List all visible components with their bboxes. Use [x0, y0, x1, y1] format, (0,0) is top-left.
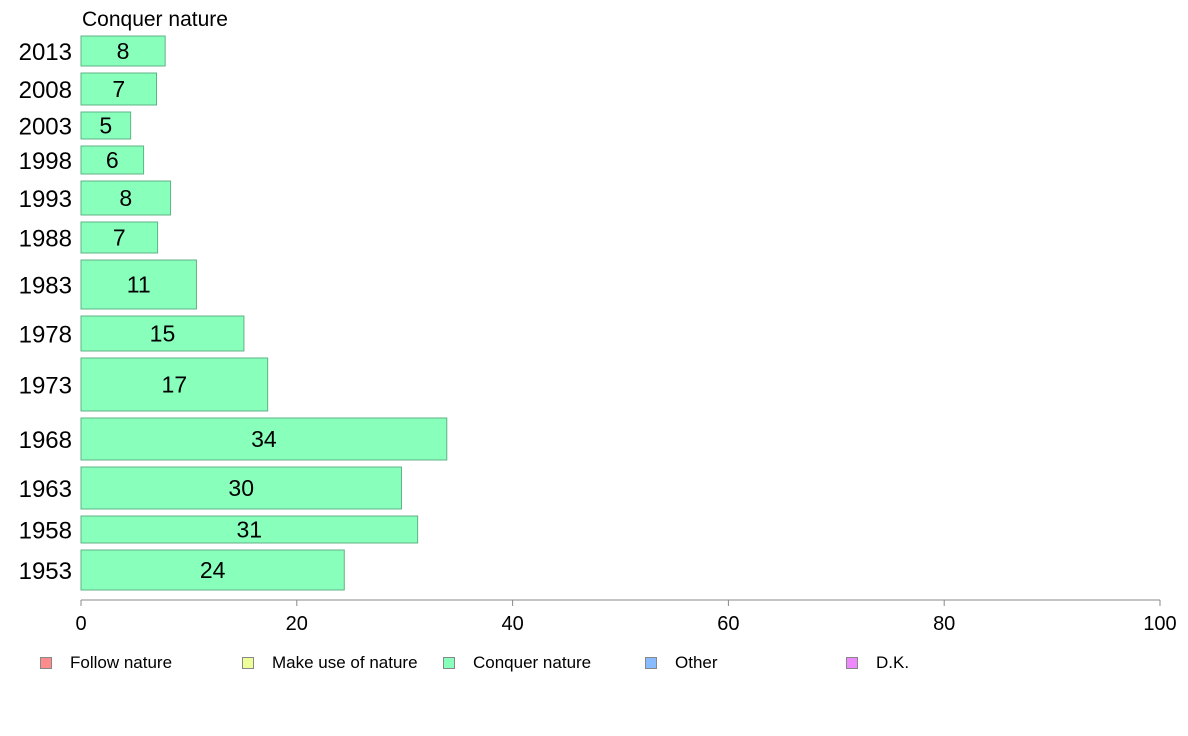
y-tick-label-1983: 1983	[19, 273, 72, 300]
legend-item-follow-nature: Follow nature	[40, 653, 172, 673]
bar-1998	[80, 145, 145, 175]
bar-value-label-1958: 31	[237, 517, 263, 543]
bar-value-label-1993: 8	[119, 185, 132, 211]
bar-value-label-1963: 30	[228, 475, 254, 501]
bar-2003	[80, 111, 132, 140]
chart-title: Conquer nature	[82, 8, 228, 31]
y-tick-label-2013: 2013	[19, 39, 72, 66]
x-tick-label-80: 80	[933, 613, 955, 635]
legend-swatch-dk	[846, 657, 858, 669]
bars-group: 8 2013 7 2008 5 2003 6 1998 8 1993 7 1988 11 1983 15 19…	[19, 35, 448, 591]
y-tick-label-2008: 2008	[19, 77, 72, 104]
y-tick-label-1963: 1963	[19, 476, 72, 503]
bar-2008	[80, 72, 158, 106]
bar-value-label-1973: 17	[162, 372, 188, 398]
legend-swatch-make-use-of-nature	[242, 657, 254, 669]
y-tick-label-1988: 1988	[19, 226, 72, 253]
bar-1988	[80, 221, 159, 254]
bar-value-label-2003: 5	[99, 113, 112, 139]
bar-1963	[80, 466, 402, 510]
bar-value-label-2013: 8	[117, 38, 130, 64]
bar-value-label-1978: 15	[150, 321, 176, 347]
y-tick-label-1968: 1968	[19, 427, 72, 454]
bar-value-label-1983: 11	[127, 272, 151, 298]
y-tick-label-1973: 1973	[19, 373, 72, 400]
bar-value-label-1953: 24	[200, 557, 226, 583]
bar-1968	[80, 417, 448, 461]
y-tick-label-1953: 1953	[19, 558, 72, 585]
legend-item-dk: D.K.	[846, 653, 909, 673]
legend-label-conquer-nature: Conquer nature	[473, 653, 592, 672]
legend-label-dk: D.K.	[876, 653, 910, 672]
bar-chart: Conquer nature 8 2013 7 2008 5 2003 6 1998 8 1993…	[19, 8, 1177, 635]
legend-label-other: Other	[675, 653, 718, 672]
bar-1993	[80, 180, 172, 216]
bar-value-label-1988: 7	[113, 225, 126, 251]
bar-value-label-2008: 7	[112, 76, 125, 102]
legend-swatch-conquer-nature	[443, 657, 455, 669]
y-tick-label-1958: 1958	[19, 518, 72, 545]
legend-swatch-other	[645, 657, 657, 669]
y-tick-label-2003: 2003	[19, 114, 72, 141]
x-tick-label-100: 100	[1143, 613, 1176, 635]
x-tick-label-60: 60	[717, 613, 739, 635]
x-tick-label-40: 40	[501, 613, 523, 635]
y-tick-label-1998: 1998	[19, 148, 72, 175]
x-tick-label-20: 20	[286, 613, 308, 635]
legend-item-other: Other	[645, 653, 718, 673]
y-tick-label-1978: 1978	[19, 322, 72, 349]
legend-item-conquer-nature: Conquer nature	[443, 653, 591, 673]
legend-label-follow-nature: Follow nature	[70, 653, 173, 672]
bar-value-label-1998: 6	[106, 147, 119, 173]
legend-label-make-use-of-nature: Make use of nature	[272, 653, 418, 672]
bar-value-label-1968: 34	[251, 426, 277, 452]
bar-1953	[80, 549, 345, 591]
bar-1958	[80, 515, 419, 544]
x-axis: 0 20 40 60 80 100	[75, 599, 1177, 635]
legend-item-make-use-of-nature: Make use of nature	[242, 653, 418, 673]
legend-swatch-follow-nature	[40, 657, 52, 669]
y-tick-label-1993: 1993	[19, 186, 72, 213]
x-tick-label-0: 0	[75, 613, 86, 635]
bar-1978	[80, 315, 245, 352]
bar-1973	[80, 357, 269, 412]
bar-2013	[80, 35, 166, 67]
bar-1983	[80, 259, 197, 310]
